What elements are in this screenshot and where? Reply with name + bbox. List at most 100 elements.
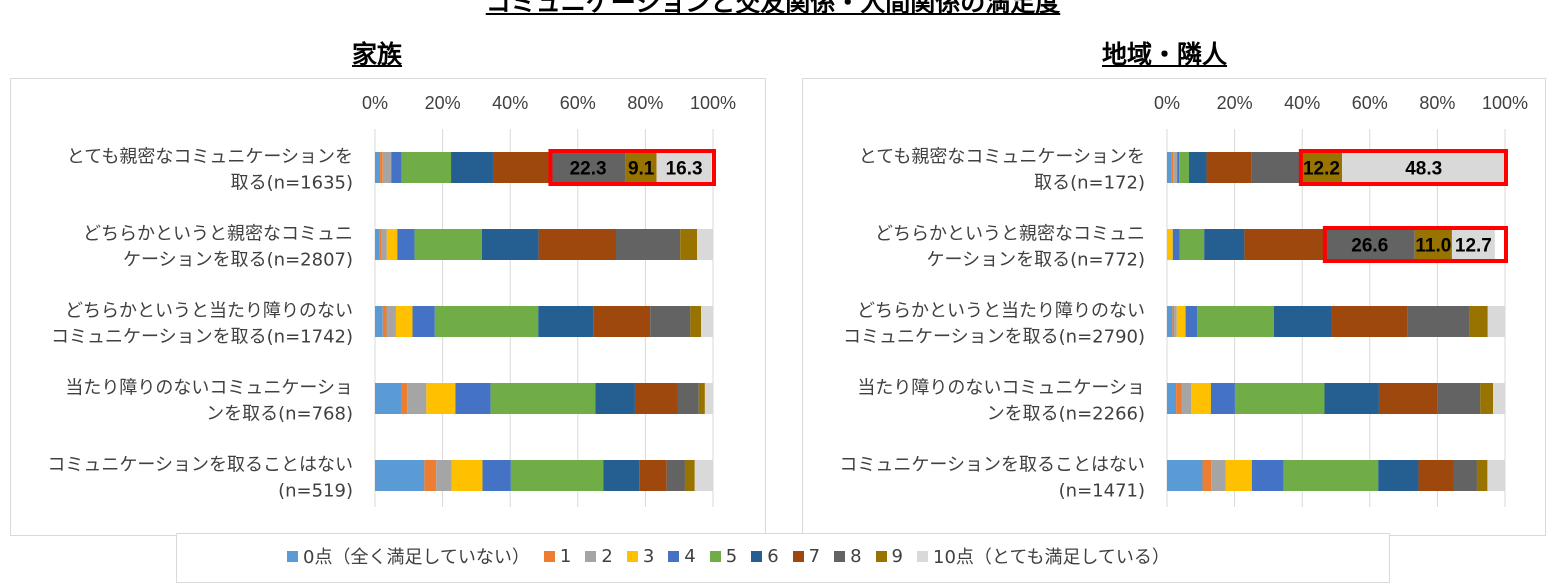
- bar-segment: [1177, 152, 1180, 183]
- bar-segment: [698, 383, 705, 414]
- main-title: コミュニケーションと交友関係・人間関係の満足度: [485, 0, 1061, 17]
- bar-segment: [1487, 460, 1505, 491]
- bar-segment: [697, 229, 713, 260]
- legend-swatch: [792, 550, 804, 562]
- bar-segment: [1172, 229, 1180, 260]
- legend-item: 2: [585, 543, 613, 569]
- panel-title-family: 家族: [352, 40, 403, 69]
- bar-segment: [407, 383, 427, 414]
- bar-segment: [379, 229, 382, 260]
- legend-item: 3: [626, 543, 654, 569]
- chart-legend: 0点（全く満足していない） 1 2 3 4 5 6 7 8 9 10点（とても満足している）: [176, 533, 1390, 583]
- data-label: 12.2: [1303, 159, 1340, 180]
- bar-segment: [382, 306, 387, 337]
- legend-label: 7: [808, 545, 821, 567]
- bar-segment: [593, 306, 651, 337]
- x-tick-label: 60%: [560, 93, 596, 113]
- bar-segment: [1407, 306, 1470, 337]
- bar-segment: [436, 460, 452, 491]
- bar-segment: [677, 383, 699, 414]
- bar-segment: [1197, 306, 1274, 337]
- bar-segment: [1476, 460, 1488, 491]
- bar-segment: [1487, 306, 1505, 337]
- data-label: 11.0: [1415, 236, 1451, 257]
- legend-item: 8: [834, 543, 862, 569]
- bar-segment: [375, 152, 381, 183]
- legend-label: 5: [725, 545, 738, 567]
- bar-segment: [1273, 306, 1332, 337]
- category-label: ンを取る(n=2266): [987, 404, 1145, 425]
- bar-segment: [538, 229, 616, 260]
- bar-segment: [538, 306, 594, 337]
- panel-title-neighbors: 地域・隣人: [1102, 40, 1228, 69]
- bar-segment: [455, 383, 491, 414]
- bar-segment: [375, 383, 402, 414]
- bar-segment: [1167, 383, 1177, 414]
- data-label: 26.6: [1351, 236, 1388, 257]
- bar-segment: [482, 460, 511, 491]
- x-tick-label: 40%: [1284, 93, 1320, 113]
- bar-segment: [380, 152, 383, 183]
- bar-segment: [1378, 460, 1419, 491]
- bar-segment: [690, 306, 702, 337]
- bar-segment: [1179, 229, 1205, 260]
- legend-swatch: [585, 550, 597, 562]
- bar-segment: [1324, 229, 1415, 260]
- bar-segment: [1469, 306, 1488, 337]
- bar-segment: [386, 306, 396, 337]
- legend-label: 9: [891, 545, 903, 567]
- data-label: 12.7: [1455, 236, 1492, 257]
- x-tick-label: 20%: [425, 93, 461, 113]
- category-label: どちらかというと親密なコミュニ: [875, 224, 1145, 245]
- bar-segment: [1185, 306, 1198, 337]
- category-label: ケーションを取る(n=2807): [123, 250, 353, 271]
- data-label: 16.3: [666, 159, 703, 180]
- bar-segment: [1480, 383, 1494, 414]
- bar-segment: [1211, 460, 1226, 491]
- bar-segment: [375, 306, 383, 337]
- bar-segment: [426, 383, 456, 414]
- category-label: とても親密なコミュニケーションを: [67, 147, 353, 168]
- bar-segment: [1174, 306, 1177, 337]
- bar-segment: [603, 460, 640, 491]
- x-tick-label: 100%: [690, 93, 736, 113]
- category-label: 取る(n=1635): [231, 173, 353, 194]
- bar-segment: [1251, 152, 1301, 183]
- bar-segment: [510, 460, 604, 491]
- bar-segment: [375, 460, 425, 491]
- bar-segment: [1378, 383, 1438, 414]
- bar-segment: [1188, 152, 1207, 183]
- legend-items: 0点（全く満足していない） 1 2 3 4 5 6 7 8 9 10点（とても満足している）: [287, 543, 1170, 569]
- bar-segment: [386, 229, 398, 260]
- category-label: ケーションを取る(n=772): [926, 250, 1145, 271]
- legend-label: 6: [767, 545, 779, 567]
- bar-segment: [1225, 460, 1252, 491]
- bar-segment: [595, 383, 635, 414]
- bar-segment: [1171, 152, 1174, 183]
- bar-segment: [375, 229, 380, 260]
- bar-segment: [397, 229, 415, 260]
- bar-segment: [1167, 229, 1173, 260]
- bar-segment: [401, 152, 452, 183]
- legend-item: 1: [543, 543, 571, 569]
- bar-segment: [1234, 383, 1325, 414]
- bar-segment: [1173, 152, 1178, 183]
- data-label: 22.3: [570, 159, 607, 180]
- x-tick-label: 0%: [362, 93, 388, 113]
- bar-segment: [1283, 460, 1379, 491]
- legend-item: 5: [709, 543, 738, 569]
- category-label: どちらかというと当たり障りのない: [65, 301, 353, 322]
- x-tick-label: 100%: [1482, 93, 1528, 113]
- bar-segment: [1176, 306, 1186, 337]
- bar-segment: [1176, 383, 1182, 414]
- bar-segment: [1342, 152, 1506, 183]
- bar-segment: [492, 152, 551, 183]
- category-label: どちらかというと親密なコミュニ: [83, 224, 353, 245]
- bar-segment: [481, 229, 539, 260]
- category-label: 当たり障りのないコミュニケーショ: [857, 378, 1145, 399]
- bar-segment: [1414, 229, 1452, 260]
- highlight-box: [1322, 226, 1509, 263]
- bar-segment: [625, 152, 657, 183]
- bar-segment: [639, 460, 667, 491]
- legend-label: 8: [850, 545, 862, 567]
